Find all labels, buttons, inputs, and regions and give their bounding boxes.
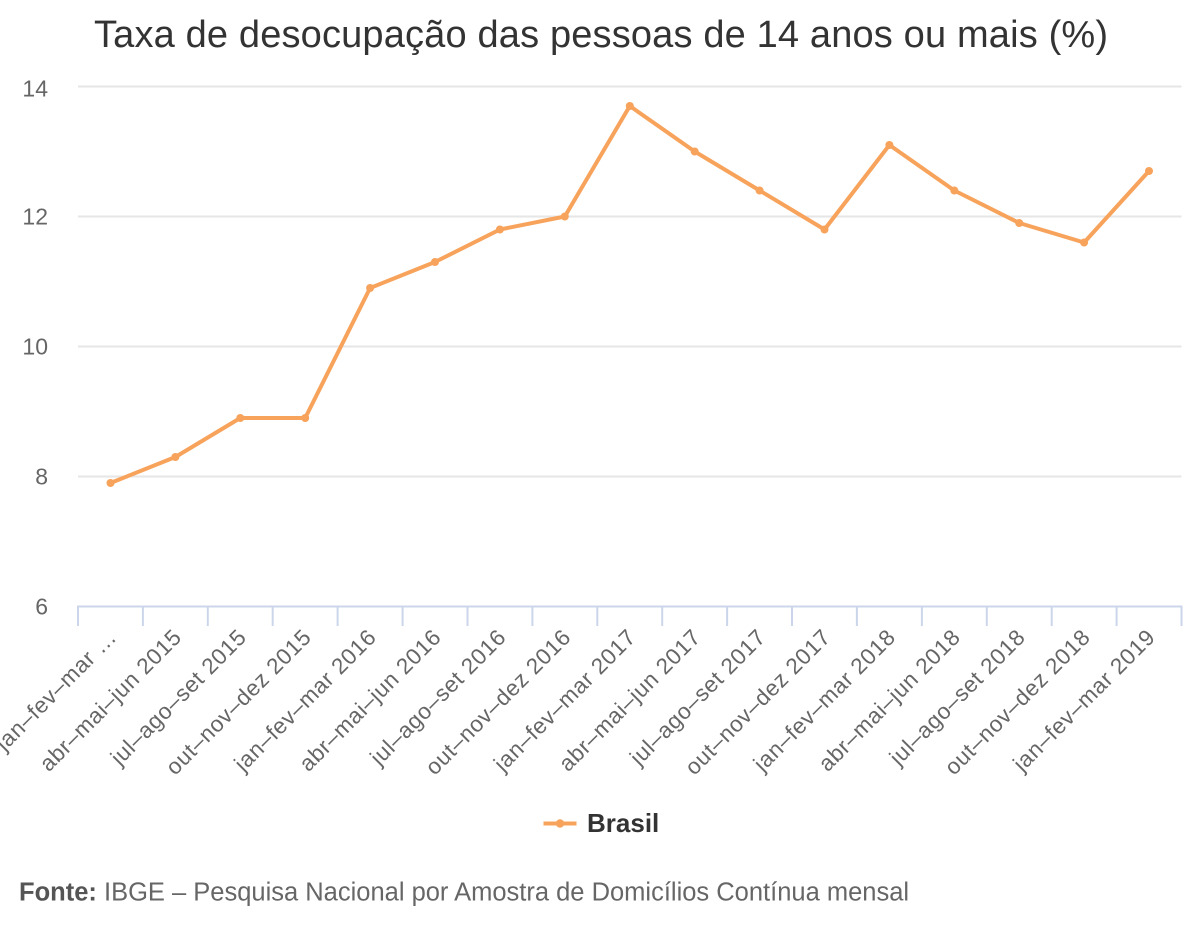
svg-text:Taxa de desocupação das pessoa: Taxa de desocupação das pessoas de 14 an… xyxy=(94,14,1108,56)
svg-text:Brasil: Brasil xyxy=(587,808,659,838)
svg-text:14: 14 xyxy=(22,76,48,102)
svg-text:12: 12 xyxy=(22,203,48,229)
svg-text:10: 10 xyxy=(22,333,48,359)
svg-text:Fonte: IBGE – Pesquisa Naciona: Fonte: IBGE – Pesquisa Nacional por Amos… xyxy=(19,879,909,907)
svg-text:8: 8 xyxy=(35,463,48,489)
svg-text:6: 6 xyxy=(35,593,48,619)
